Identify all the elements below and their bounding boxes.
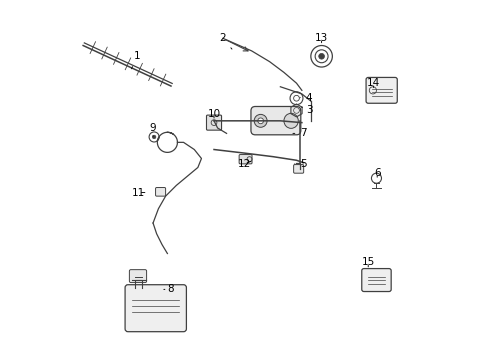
Text: 6: 6 — [373, 168, 380, 178]
Text: 1: 1 — [131, 51, 140, 69]
Text: 12: 12 — [237, 159, 251, 169]
Text: 7: 7 — [292, 129, 306, 138]
FancyBboxPatch shape — [125, 285, 186, 332]
Text: 4: 4 — [300, 93, 312, 103]
Text: 9: 9 — [149, 123, 156, 136]
Circle shape — [254, 114, 266, 127]
FancyBboxPatch shape — [366, 77, 396, 103]
FancyBboxPatch shape — [250, 107, 300, 135]
Text: 15: 15 — [361, 257, 374, 267]
FancyBboxPatch shape — [155, 188, 165, 196]
Text: 3: 3 — [300, 105, 312, 115]
FancyBboxPatch shape — [293, 165, 303, 173]
Text: 2: 2 — [219, 33, 231, 49]
Circle shape — [257, 118, 263, 124]
Circle shape — [318, 53, 324, 59]
Text: 14: 14 — [366, 78, 380, 88]
Text: 13: 13 — [314, 33, 327, 43]
Text: 10: 10 — [207, 109, 220, 119]
FancyBboxPatch shape — [239, 154, 251, 164]
Text: 11: 11 — [132, 188, 145, 198]
FancyBboxPatch shape — [206, 115, 221, 130]
Text: 8: 8 — [163, 284, 174, 294]
FancyBboxPatch shape — [129, 270, 146, 283]
FancyBboxPatch shape — [361, 269, 390, 292]
Text: 5: 5 — [294, 159, 306, 169]
Ellipse shape — [284, 113, 298, 129]
Circle shape — [152, 135, 156, 139]
